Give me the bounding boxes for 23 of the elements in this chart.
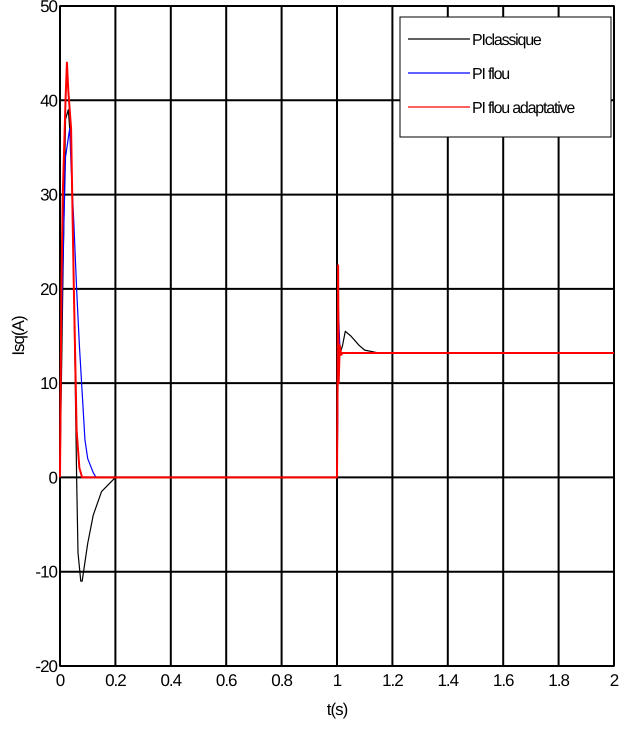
y-tick-label: -20 <box>35 657 58 676</box>
legend-label: PI flou <box>472 66 510 83</box>
x-tick-label: 1.8 <box>548 671 570 690</box>
x-tick-label: 2 <box>610 671 619 690</box>
y-axis-title: Isq(A) <box>9 316 28 356</box>
legend-label: PIclassique <box>472 32 542 49</box>
x-tick-label: 0.4 <box>160 671 182 690</box>
x-axis-title: t(s) <box>326 700 348 719</box>
x-tick-label: 1 <box>332 671 342 690</box>
x-tick-label: 1.6 <box>492 671 514 690</box>
y-tick-label: 20 <box>40 280 58 299</box>
x-tick-label: 0.6 <box>216 671 238 690</box>
y-tick-label: -10 <box>35 562 58 582</box>
legend-label: PI flou adaptative <box>472 100 576 117</box>
x-tick-label: 1.2 <box>382 671 404 690</box>
y-tick-label: 10 <box>40 374 58 394</box>
y-tick-label: 30 <box>40 186 58 205</box>
x-tick-label: 0.2 <box>105 671 126 690</box>
x-tick-label: 0.8 <box>271 671 292 690</box>
x-tick-label: 1.4 <box>437 671 459 690</box>
y-tick-label: 50 <box>40 0 58 16</box>
y-tick-label: 0 <box>48 468 58 488</box>
y-tick-label: 40 <box>40 91 58 110</box>
